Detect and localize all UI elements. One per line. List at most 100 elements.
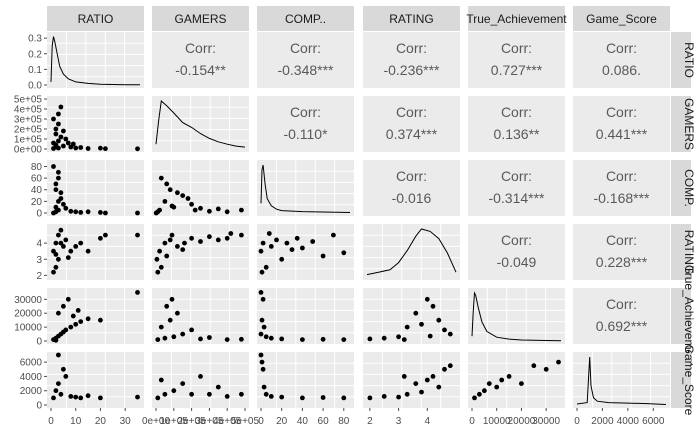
corr-cell-2-4: Corr: -0.314*** (488, 168, 545, 206)
panel-bg (152, 288, 249, 344)
scatter-point (73, 394, 79, 400)
corr-label: Corr: (606, 104, 637, 120)
panel-bg (573, 32, 670, 88)
scatter-point (189, 391, 195, 397)
scatter-point (259, 317, 265, 323)
corr-cell-0-1: Corr: -0.154** (175, 40, 226, 78)
corr-cell-3-5: Corr: 0.228*** (596, 232, 648, 270)
panel-bg (363, 288, 460, 344)
panel-0-3 (363, 32, 460, 88)
strip-bg (257, 6, 354, 31)
scatter-point (135, 290, 140, 295)
y-tick-label: 4000 (20, 372, 43, 383)
panel-4-5 (573, 288, 670, 344)
scatter-point (258, 290, 264, 295)
panel-0-2 (257, 32, 354, 88)
scatter-point (63, 136, 69, 142)
density-curve-4 (471, 291, 562, 342)
panel-4-2 (257, 288, 354, 344)
scatter-point (413, 310, 419, 316)
strip-bg (573, 6, 670, 31)
scatter-point (224, 235, 230, 241)
panel-bg (152, 352, 249, 408)
scatter-point (51, 269, 56, 275)
x-tick-label: 30000 (532, 416, 560, 427)
scatter-point (155, 269, 161, 275)
scatter-point (61, 143, 66, 149)
scatter-point (98, 317, 103, 323)
scatter-point (215, 237, 221, 243)
scatter-point (171, 388, 177, 394)
y-tick-label: 6000 (20, 358, 43, 369)
scatter-point (401, 374, 407, 379)
scatter-point (51, 395, 56, 401)
strip-label: True_Achievement (682, 266, 696, 367)
scatter-point (436, 384, 442, 390)
scatter-point (175, 244, 180, 249)
scatter-point (239, 336, 244, 342)
scatter-1-0 (51, 104, 140, 152)
scatter-point (207, 335, 212, 340)
scatter-point (73, 244, 79, 249)
scatter-point (169, 232, 175, 238)
scatter-point (482, 388, 487, 394)
y-tick-label: 20 (31, 197, 43, 208)
corr-cell-0-3: Corr: -0.236*** (383, 40, 440, 78)
corr-label: Corr: (606, 168, 637, 184)
scatter-point (367, 395, 373, 401)
strip-label: Game_Score (682, 345, 696, 416)
y-tick-label: 2e+05 (14, 125, 43, 136)
scatter-point (268, 394, 274, 399)
panel-bg (363, 160, 460, 216)
scatter-point (61, 128, 66, 134)
scatter-point (260, 366, 266, 372)
panel-bg (47, 160, 144, 216)
row-strip-5: Game_Score (671, 345, 696, 416)
scatter-point (367, 336, 373, 342)
strip-bg (468, 6, 565, 31)
scatter-point (164, 303, 170, 309)
scatter-point (198, 374, 203, 379)
scatter-point (258, 248, 264, 254)
panel-2-2 (257, 160, 354, 216)
scatter-point (56, 138, 61, 144)
column-strip-2: COMP.. (257, 6, 354, 31)
scatter-point (85, 393, 91, 399)
scatter-point (155, 209, 161, 215)
x-tick-label: 0 (469, 416, 475, 427)
scatter-point (442, 366, 447, 372)
scatter-point (198, 205, 203, 211)
corr-cell-2-5: Corr: -0.168*** (593, 168, 650, 206)
x-tick-label: 4 (425, 416, 431, 427)
x-tick-label: 40 (297, 416, 309, 427)
row-strip-2: COMP. (671, 160, 696, 216)
scatter-point (207, 208, 212, 214)
scatter-5-0 (51, 352, 140, 401)
y-tick-label: 0 (36, 337, 42, 348)
panel-bg (257, 352, 354, 408)
scatter-point (436, 317, 442, 323)
scatter-point (78, 319, 84, 324)
scatter-point (51, 116, 56, 122)
density-curve-0 (50, 36, 141, 86)
scatter-2-1 (153, 175, 244, 216)
panel-bg (257, 96, 354, 152)
scatter-point (239, 207, 244, 213)
y-tick-label: 2 (36, 271, 42, 282)
scatter-point (98, 235, 103, 241)
x-tick-label: 2e+05 (178, 416, 207, 427)
column-strip-3: RATING (363, 6, 460, 31)
scatter-point (180, 193, 186, 199)
panel-5-2 (257, 352, 354, 408)
corr-value: 0.136** (494, 126, 540, 142)
scatter-point (189, 327, 195, 333)
panel-bg (363, 32, 460, 88)
scatter-point (58, 240, 64, 246)
x-tick-label: 20 (276, 416, 288, 427)
scatter-point (198, 239, 203, 244)
scatter-point (341, 395, 347, 401)
x-tick-label: 20000 (508, 416, 536, 427)
scatter-point (182, 240, 187, 246)
y-tick-label: 0e+00 (14, 145, 43, 156)
panel-bg (363, 224, 460, 280)
